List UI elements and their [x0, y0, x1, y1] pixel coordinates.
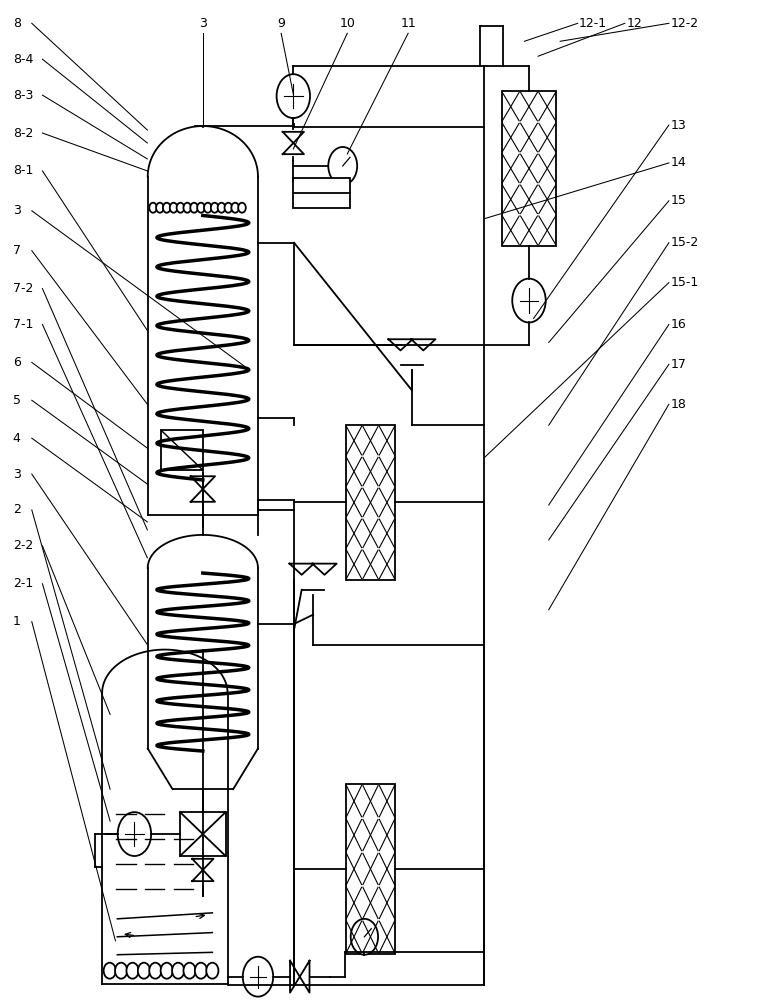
Circle shape: [176, 203, 184, 213]
Text: 8-4: 8-4: [13, 53, 33, 66]
Text: 7-2: 7-2: [13, 282, 33, 295]
Text: 4: 4: [13, 432, 21, 445]
Circle shape: [512, 279, 546, 322]
Text: 15: 15: [671, 194, 686, 207]
Circle shape: [328, 147, 357, 185]
Text: 3: 3: [13, 468, 21, 481]
Circle shape: [104, 963, 116, 979]
Circle shape: [161, 963, 172, 979]
Circle shape: [163, 203, 171, 213]
Circle shape: [138, 963, 150, 979]
Circle shape: [172, 963, 184, 979]
Text: 8-1: 8-1: [13, 164, 33, 177]
Circle shape: [195, 963, 207, 979]
Bar: [161, 430, 203, 470]
Circle shape: [115, 963, 127, 979]
Circle shape: [217, 203, 225, 213]
Text: 2: 2: [13, 503, 21, 516]
Text: 8: 8: [13, 17, 21, 30]
Bar: [346, 425, 395, 580]
Text: 9: 9: [277, 17, 285, 30]
Text: 15-1: 15-1: [671, 276, 699, 289]
Circle shape: [243, 957, 273, 997]
Text: 14: 14: [671, 156, 686, 169]
Circle shape: [183, 963, 195, 979]
Text: 16: 16: [671, 318, 686, 331]
Text: 17: 17: [671, 358, 686, 371]
Text: 1: 1: [13, 615, 21, 628]
Bar: [501, 91, 556, 246]
Circle shape: [224, 203, 232, 213]
Text: 7: 7: [13, 244, 21, 257]
Circle shape: [211, 203, 218, 213]
Circle shape: [190, 203, 198, 213]
Text: 6: 6: [13, 356, 21, 369]
Circle shape: [277, 74, 310, 118]
Text: 15-2: 15-2: [671, 236, 699, 249]
Bar: [346, 784, 395, 954]
Text: 12-2: 12-2: [671, 17, 698, 30]
Circle shape: [197, 203, 204, 213]
Text: 3: 3: [13, 204, 21, 217]
Text: 5: 5: [13, 394, 21, 407]
Text: 11: 11: [401, 17, 416, 30]
Circle shape: [206, 963, 218, 979]
Text: 3: 3: [199, 17, 207, 30]
Circle shape: [238, 203, 246, 213]
Circle shape: [204, 203, 211, 213]
Circle shape: [156, 203, 164, 213]
Text: 8-2: 8-2: [13, 127, 33, 140]
Text: 12-1: 12-1: [579, 17, 607, 30]
Circle shape: [170, 203, 177, 213]
Circle shape: [183, 203, 191, 213]
Text: 12: 12: [626, 17, 642, 30]
Circle shape: [127, 963, 139, 979]
Circle shape: [351, 919, 378, 955]
Text: 7-1: 7-1: [13, 318, 33, 331]
Bar: [180, 812, 226, 856]
Text: 13: 13: [671, 119, 686, 132]
Text: 18: 18: [671, 398, 686, 411]
Bar: [293, 178, 350, 208]
Circle shape: [150, 963, 162, 979]
Circle shape: [118, 812, 151, 856]
Circle shape: [231, 203, 239, 213]
Circle shape: [150, 203, 157, 213]
Text: 2-1: 2-1: [13, 577, 33, 590]
Text: 8-3: 8-3: [13, 89, 33, 102]
Text: 10: 10: [340, 17, 356, 30]
Text: 2-2: 2-2: [13, 539, 33, 552]
